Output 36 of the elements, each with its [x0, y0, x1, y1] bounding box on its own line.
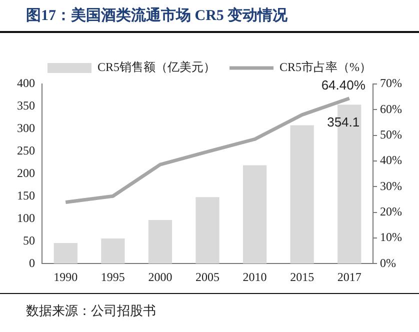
data-label: 64.40% — [321, 77, 366, 92]
y2-tick-label: 40% — [380, 153, 402, 168]
y-tick-label: 350 — [17, 98, 35, 113]
bar — [101, 238, 125, 264]
y2-tick-label: 10% — [380, 230, 402, 244]
bar — [242, 165, 267, 264]
y2-tick-label: 60% — [380, 102, 402, 116]
y2-tick-label: 0% — [380, 256, 396, 270]
legend-label: CR5市占率（%） — [280, 60, 372, 74]
bar — [290, 125, 314, 264]
y-tick-label: 250 — [17, 144, 35, 158]
y2-tick-label: 50% — [380, 127, 402, 142]
y-tick-label: 0 — [29, 256, 35, 270]
y-tick-label: 300 — [17, 121, 35, 136]
bar — [196, 197, 220, 264]
source-note: 数据来源：公司招股书 — [26, 302, 157, 320]
y-tick-label: 150 — [17, 188, 35, 202]
x-tick-label: 1995 — [100, 270, 125, 284]
x-tick-label: 1990 — [54, 270, 78, 284]
bar — [54, 242, 78, 264]
y2-tick-label: 30% — [380, 178, 402, 193]
chart-title: 图17：美国酒类流通市场 CR5 变动情况 — [26, 6, 288, 25]
legend-label: CR5销售额（亿美元） — [97, 60, 216, 74]
y-tick-label: 100 — [17, 210, 35, 225]
x-tick-label: 2017 — [337, 270, 362, 284]
bar — [148, 220, 172, 264]
x-tick-label: 2005 — [196, 270, 220, 284]
x-tick-label: 2015 — [290, 270, 314, 284]
x-tick-label: 2000 — [148, 270, 172, 284]
x-tick-label: 2010 — [242, 270, 267, 284]
data-label: 354.1 — [327, 114, 360, 130]
y2-tick-label: 20% — [380, 204, 402, 218]
y-tick-label: 400 — [17, 76, 35, 90]
y-tick-label: 50 — [23, 233, 35, 248]
y-tick-label: 200 — [17, 166, 35, 180]
y2-tick-label: 70% — [380, 76, 402, 90]
